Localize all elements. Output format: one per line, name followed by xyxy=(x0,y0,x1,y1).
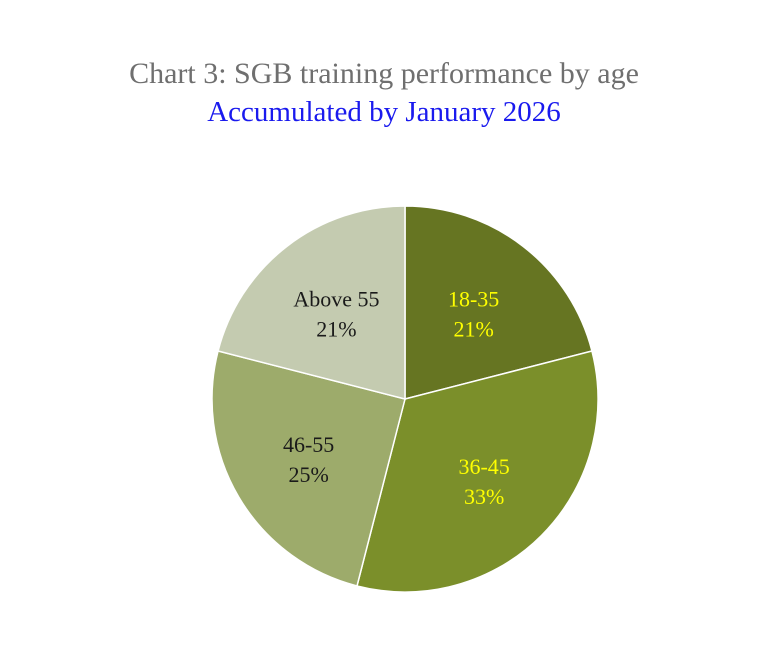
slice-percent-label: 21% xyxy=(316,317,356,342)
slice-label-18-35: 18-35 21% xyxy=(448,287,499,342)
pie-labels: 18-35 21% 36-45 33% 46-55 25% Above 55 21% xyxy=(283,287,510,510)
pie-slice-46-55 xyxy=(211,350,406,587)
pie-slice-36-45 xyxy=(356,350,599,593)
pie-slice-above-55 xyxy=(217,205,406,400)
slice-label-above-55: Above 55 21% xyxy=(293,287,379,342)
slice-percent-label: 25% xyxy=(288,462,328,487)
slice-category-label: 46-55 xyxy=(283,432,334,457)
slice-label-36-45: 36-45 33% xyxy=(458,454,509,509)
slice-percent-label: 33% xyxy=(464,484,504,509)
chart-subtitle: Accumulated by January 2026 xyxy=(207,96,561,128)
pie-slices xyxy=(211,205,599,593)
pie-slice-18-35 xyxy=(404,205,593,400)
slice-label-46-55: 46-55 25% xyxy=(283,432,334,487)
slice-percent-label: 21% xyxy=(453,317,493,342)
chart-title: Chart 3: SGB training performance by age xyxy=(129,57,639,90)
slice-category-label: Above 55 xyxy=(293,287,379,312)
slice-category-label: 36-45 xyxy=(458,454,509,479)
slice-category-label: 18-35 xyxy=(448,287,499,312)
